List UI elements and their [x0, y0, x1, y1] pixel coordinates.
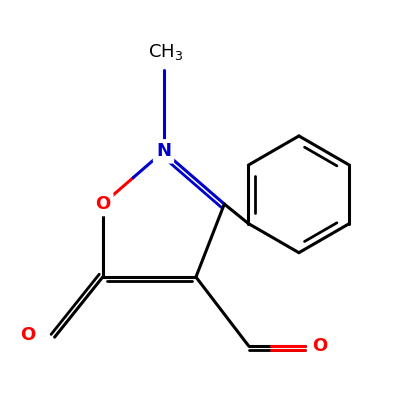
Text: O: O: [312, 337, 328, 355]
Text: O: O: [95, 195, 110, 213]
Text: O: O: [20, 326, 36, 344]
Text: CH$_3$: CH$_3$: [148, 42, 183, 62]
Text: N: N: [156, 142, 171, 160]
